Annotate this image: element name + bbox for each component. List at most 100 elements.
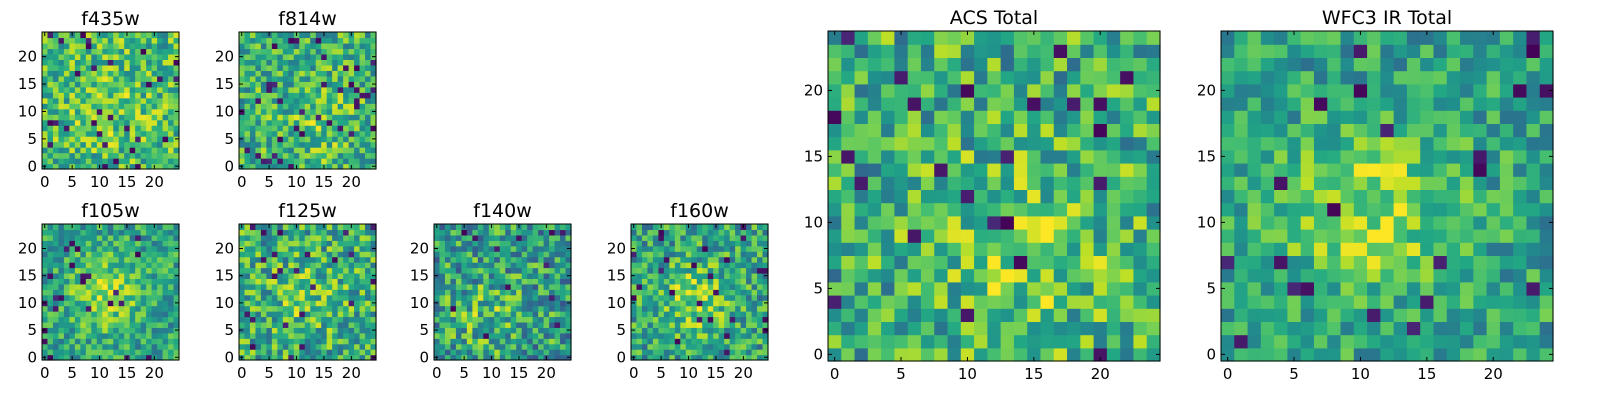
heatmap-cell — [85, 327, 92, 334]
heatmap-cell — [168, 119, 175, 126]
heatmap-cell — [173, 103, 180, 110]
heatmap-cell — [326, 158, 333, 165]
heatmap-cell — [636, 256, 643, 263]
heatmap-cell — [702, 272, 709, 279]
heatmap-cell — [63, 97, 70, 104]
heatmap-cell — [146, 289, 153, 296]
heatmap-cell — [1106, 255, 1121, 270]
heatmap-cell — [762, 294, 769, 301]
heatmap-cell — [894, 321, 909, 336]
heatmap-cell — [1000, 229, 1015, 243]
heatmap-cell — [1260, 308, 1275, 322]
heatmap-cell — [343, 130, 350, 137]
heatmap-cell — [118, 234, 125, 241]
heatmap-cell — [91, 278, 98, 285]
heatmap-cell — [702, 305, 709, 312]
heatmap-cell — [47, 278, 54, 285]
heatmap-cell — [867, 321, 882, 336]
heatmap-cell — [724, 311, 731, 318]
heatmap-cell — [1327, 149, 1342, 164]
heatmap-cell — [757, 316, 764, 323]
heatmap-cell — [80, 278, 87, 285]
heatmap-cell — [434, 338, 441, 345]
heatmap-cell — [1367, 163, 1381, 177]
heatmap-cell — [461, 272, 468, 279]
heatmap-cell — [293, 48, 300, 55]
heatmap-cell — [1327, 308, 1342, 322]
heatmap-cell — [828, 189, 842, 204]
heatmap-cell — [63, 240, 70, 247]
heatmap-cell — [326, 278, 333, 285]
heatmap-cell — [348, 130, 355, 137]
heatmap-cell — [718, 332, 725, 339]
heatmap-cell — [669, 332, 676, 339]
heatmap-cell — [483, 251, 490, 258]
heatmap-cell — [1120, 229, 1135, 243]
heatmap-cell — [151, 338, 158, 345]
heatmap-cell — [757, 327, 764, 334]
heatmap-cell — [310, 141, 317, 148]
heatmap-cell — [157, 48, 164, 55]
heatmap-cell — [124, 349, 131, 356]
heatmap-cell — [947, 202, 962, 217]
heatmap-cell — [168, 294, 175, 301]
x-tick-label: 0 — [432, 364, 442, 382]
heatmap-cell — [907, 136, 922, 151]
heatmap-cell — [1393, 202, 1408, 217]
heatmap-cell — [260, 272, 267, 279]
heatmap-cell — [631, 234, 638, 241]
heatmap-cell — [1274, 215, 1288, 230]
heatmap-cell — [365, 321, 372, 328]
heatmap-cell — [315, 75, 322, 82]
heatmap-cell — [52, 141, 60, 148]
heatmap-cell — [348, 92, 355, 99]
heatmap-cell — [85, 152, 92, 159]
heatmap-cell — [244, 300, 251, 307]
heatmap-cell — [337, 278, 344, 285]
heatmap-cell — [58, 81, 65, 88]
heatmap-cell — [310, 48, 317, 55]
x-tick-label: 0 — [237, 364, 247, 382]
heatmap-cell — [151, 97, 158, 104]
heatmap-cell — [249, 114, 257, 121]
heatmap-cell — [343, 224, 350, 231]
heatmap-cell — [271, 119, 278, 126]
heatmap-cell — [348, 37, 355, 44]
heatmap-cell — [521, 289, 528, 296]
heatmap-cell — [1027, 110, 1042, 124]
heatmap-cell — [42, 48, 49, 55]
heatmap-cell — [85, 48, 92, 55]
heatmap-cell — [696, 338, 703, 345]
heatmap-cell — [113, 251, 120, 258]
heatmap-cell — [326, 114, 333, 121]
heatmap-cell — [255, 234, 262, 241]
heatmap-cell — [91, 141, 98, 148]
heatmap-cell — [1221, 149, 1235, 164]
heatmap-cell — [74, 272, 81, 279]
plot-frame — [827, 30, 1161, 362]
heatmap-cell — [168, 267, 175, 274]
heatmap-cell — [124, 316, 131, 323]
heatmap-cell — [1040, 83, 1055, 98]
heatmap-cell — [113, 75, 120, 82]
heatmap-cell — [565, 229, 572, 236]
heatmap-cell — [359, 256, 366, 263]
heatmap-cell — [52, 147, 60, 154]
heatmap-cell — [521, 283, 528, 290]
heatmap-cell — [266, 86, 273, 93]
heatmap-cell — [854, 70, 869, 85]
heatmap-cell — [96, 42, 103, 50]
heatmap-cell — [450, 332, 457, 339]
heatmap-cell — [1027, 229, 1042, 243]
heatmap-cell — [42, 141, 49, 148]
heatmap-cell — [1247, 229, 1262, 243]
heatmap-cell — [1539, 295, 1554, 309]
heatmap-cell — [102, 48, 109, 55]
heatmap-cell — [58, 53, 65, 60]
heatmap-cell — [348, 316, 355, 323]
heatmap-cell — [113, 294, 120, 301]
heatmap-cell — [157, 338, 164, 345]
heatmap-cell — [1260, 268, 1275, 283]
heatmap-cell — [107, 75, 114, 82]
